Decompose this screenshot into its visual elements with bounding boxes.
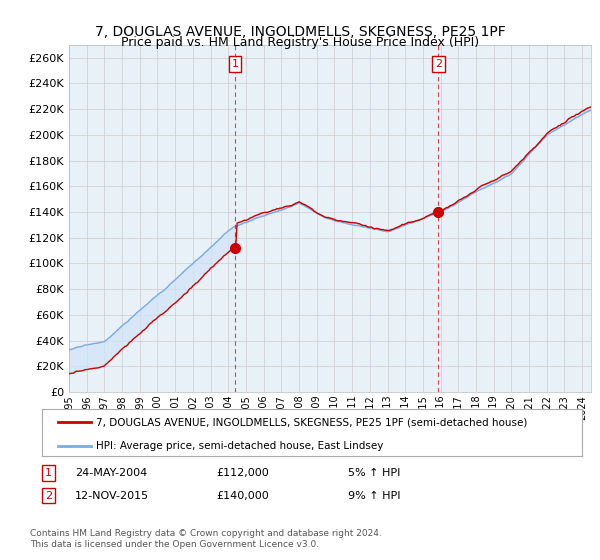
Text: 12-NOV-2015: 12-NOV-2015 [75, 491, 149, 501]
Text: £112,000: £112,000 [216, 468, 269, 478]
Text: 2: 2 [45, 491, 52, 501]
Text: Price paid vs. HM Land Registry's House Price Index (HPI): Price paid vs. HM Land Registry's House … [121, 36, 479, 49]
Text: 9% ↑ HPI: 9% ↑ HPI [348, 491, 401, 501]
Text: Contains HM Land Registry data © Crown copyright and database right 2024.
This d: Contains HM Land Registry data © Crown c… [30, 529, 382, 549]
Text: 1: 1 [45, 468, 52, 478]
Text: 1: 1 [232, 59, 239, 69]
Text: 5% ↑ HPI: 5% ↑ HPI [348, 468, 400, 478]
Text: HPI: Average price, semi-detached house, East Lindsey: HPI: Average price, semi-detached house,… [96, 441, 383, 451]
Text: 7, DOUGLAS AVENUE, INGOLDMELLS, SKEGNESS, PE25 1PF: 7, DOUGLAS AVENUE, INGOLDMELLS, SKEGNESS… [95, 25, 505, 39]
Text: £140,000: £140,000 [216, 491, 269, 501]
Text: 24-MAY-2004: 24-MAY-2004 [75, 468, 147, 478]
Text: 7, DOUGLAS AVENUE, INGOLDMELLS, SKEGNESS, PE25 1PF (semi-detached house): 7, DOUGLAS AVENUE, INGOLDMELLS, SKEGNESS… [96, 417, 527, 427]
Text: 2: 2 [435, 59, 442, 69]
